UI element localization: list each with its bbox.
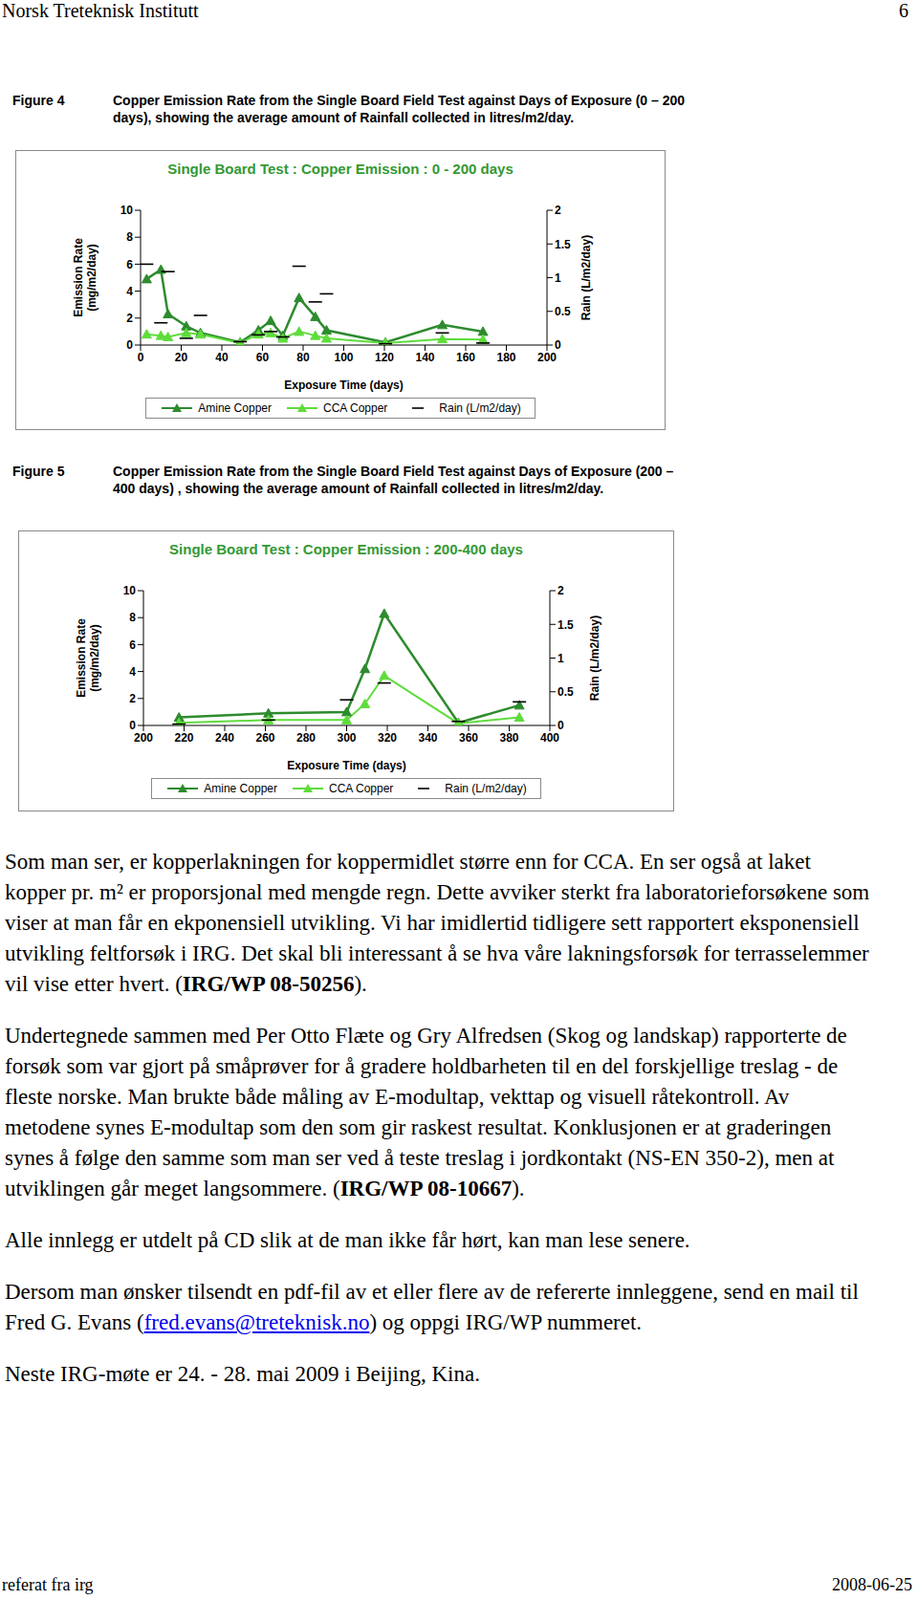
svg-text:240: 240 [215,731,235,745]
svg-text:Rain (L/m2/day): Rain (L/m2/day) [579,235,593,321]
svg-text:0.5: 0.5 [557,685,574,700]
svg-text:10: 10 [123,584,137,598]
svg-text:Exposure Time (days): Exposure Time (days) [286,759,407,773]
svg-text:140: 140 [415,350,435,365]
html-text:Rain (L/m2/day): Rain (L/m2/day) [445,782,527,796]
svg-text:2: 2 [557,584,565,598]
svg-text:8: 8 [126,230,133,244]
svg-text:20: 20 [174,350,189,365]
svg-text:380: 380 [499,731,519,745]
svg-text:60: 60 [256,350,270,365]
html-text:Single Board Test : Copper Emi: Single Board Test : Copper Emission : 0 … [167,160,514,177]
html-text:2008-06-25: 2008-06-25 [831,1575,913,1596]
svg-text:160: 160 [456,350,476,365]
html-text:CCA Copper: CCA Copper [328,782,394,796]
svg-text:2: 2 [129,692,136,706]
html-text:CCA Copper: CCA Copper [323,401,388,416]
svg-text:2: 2 [554,203,562,218]
svg-text:400: 400 [540,731,560,745]
html-text:Undertegnede sammen med Per Ot: Undertegnede sammen med Per Otto Flæte o… [4,1024,848,1202]
svg-text:120: 120 [374,350,394,365]
svg-text:0: 0 [137,350,145,365]
html-text:Rain (L/m2/day): Rain (L/m2/day) [439,401,521,416]
svg-text:0.5: 0.5 [554,305,571,319]
html-text:Single Board Test : Copper Emi: Single Board Test : Copper Emission : 20… [169,541,523,558]
svg-text:0: 0 [129,719,136,733]
html-text:Som man ser, er kopperlakninge: Som man ser, er kopperlakningen for kopp… [4,850,870,997]
svg-text:Emission Rate(mg/m2/day): Emission Rate(mg/m2/day) [71,238,99,318]
svg-text:2: 2 [126,311,133,326]
svg-text:6: 6 [129,638,136,653]
svg-text:0: 0 [557,719,565,733]
svg-text:360: 360 [459,731,479,745]
svg-text:Exposure Time (days): Exposure Time (days) [284,378,404,393]
svg-text:10: 10 [120,203,134,218]
html-text:referat fra irg: referat fra irg [1,1575,94,1596]
html-text:Alle innlegg er utdelt på CD s: Alle innlegg er utdelt på CD slik at de … [4,1228,691,1253]
svg-text:4: 4 [126,284,133,299]
html-text:Figure 5: Figure 5 [12,463,65,480]
svg-text:280: 280 [296,731,316,745]
svg-text:200: 200 [133,731,153,745]
svg-text:80: 80 [296,350,310,365]
svg-text:0: 0 [126,338,133,352]
svg-text:340: 340 [417,731,438,745]
svg-text:8: 8 [129,611,136,625]
html-text:Copper Emission Rate from the: Copper Emission Rate from the Single Boa… [112,463,674,497]
svg-text:6: 6 [126,258,133,272]
svg-text:Rain (L/m2/day): Rain (L/m2/day) [588,615,602,701]
svg-text:0: 0 [554,338,562,352]
svg-text:1.5: 1.5 [557,618,574,633]
svg-text:300: 300 [336,731,356,745]
svg-text:200: 200 [537,350,557,365]
html-text:Copper Emission Rate from the: Copper Emission Rate from the Single Boa… [112,92,685,126]
svg-text:260: 260 [255,731,275,745]
svg-text:4: 4 [129,665,136,679]
svg-text:320: 320 [377,731,397,745]
svg-text:40: 40 [215,350,229,365]
svg-text:1: 1 [557,652,565,666]
html-text:Dersom man ønsker tilsendt en: Dersom man ønsker tilsendt en pdf-fil av… [4,1280,859,1335]
html-text:Norsk Treteknisk Institutt: Norsk Treteknisk Institutt [1,0,199,22]
svg-text:Emission Rate(mg/m2/day): Emission Rate(mg/m2/day) [74,618,102,699]
html-text:Figure 4: Figure 4 [12,92,65,109]
svg-text:180: 180 [496,350,516,365]
svg-text:220: 220 [174,731,194,745]
html-text:Amine Copper: Amine Copper [198,401,272,416]
html-text:Amine Copper: Amine Copper [203,782,278,796]
svg-text:1.5: 1.5 [554,238,571,252]
html-text:Neste IRG-møte er 24. - 28. ma: Neste IRG-møte er 24. - 28. mai 2009 i B… [4,1362,481,1387]
svg-text:100: 100 [333,350,353,365]
html-text:6: 6 [898,0,909,22]
svg-text:1: 1 [554,271,562,285]
